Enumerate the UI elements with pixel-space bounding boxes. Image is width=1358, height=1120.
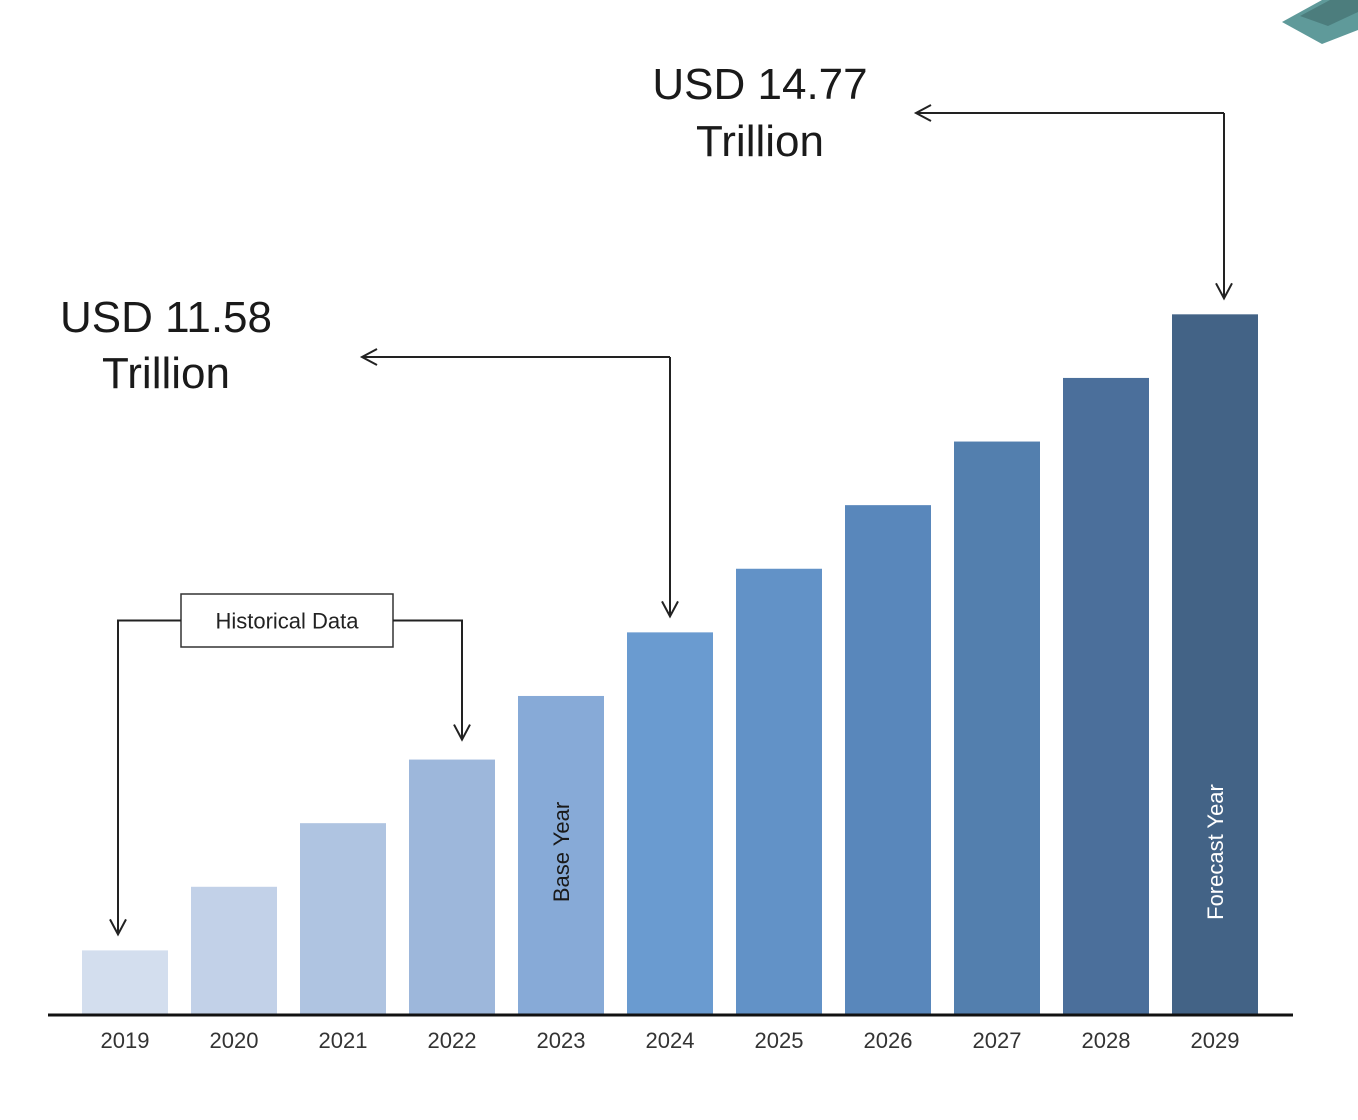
- bars-group: [82, 314, 1258, 1014]
- x-tick-2021: 2021: [319, 1028, 368, 1053]
- x-tick-2023: 2023: [537, 1028, 586, 1053]
- x-tick-2024: 2024: [646, 1028, 695, 1053]
- historical-arrow-end: [393, 619, 471, 742]
- x-tick-2027: 2027: [973, 1028, 1022, 1053]
- bar-2024: [627, 632, 713, 1014]
- bar-label-2023: Base Year: [549, 802, 574, 902]
- x-tick-labels: 2019 2020 2021 2022 2023 2024 2025 2026 2027 2028…: [101, 1028, 1240, 1053]
- x-tick-2019: 2019: [101, 1028, 150, 1053]
- callout-2024: USD 11.58 Trillion: [60, 293, 679, 619]
- callout-2029: USD 14.77 Trillion: [652, 60, 1233, 301]
- x-tick-2028: 2028: [1082, 1028, 1131, 1053]
- bar-2026: [845, 505, 931, 1014]
- bar-2019: [82, 950, 168, 1014]
- bar-2020: [191, 886, 277, 1014]
- bar-2025: [736, 568, 822, 1014]
- historical-data-bracket: Historical Data: [109, 593, 471, 937]
- bar-2028: [1063, 377, 1149, 1014]
- bar-2022: [409, 759, 495, 1014]
- bar-2029: [1172, 314, 1258, 1014]
- bar-label-2029: Forecast Year: [1203, 784, 1228, 920]
- callout-2024-value: USD 11.58: [60, 293, 272, 342]
- historical-data-label: Historical Data: [215, 609, 359, 634]
- x-tick-2029: 2029: [1191, 1028, 1240, 1053]
- callout-2024-unit: Trillion: [102, 349, 230, 398]
- x-tick-2026: 2026: [864, 1028, 913, 1053]
- bar-2027: [954, 441, 1040, 1014]
- x-tick-2020: 2020: [210, 1028, 259, 1053]
- x-tick-2025: 2025: [755, 1028, 804, 1053]
- bar-2023: [518, 695, 604, 1014]
- bar-2021: [300, 823, 386, 1014]
- bar-labels-group: Base Year Forecast Year: [549, 784, 1228, 920]
- x-tick-2022: 2022: [428, 1028, 477, 1053]
- callouts-group: USD 11.58 Trillion USD 14.77 Trillion: [60, 60, 1233, 619]
- historical-arrow-start: [109, 619, 181, 937]
- callout-2029-value: USD 14.77: [652, 60, 867, 109]
- callout-2029-unit: Trillion: [696, 117, 824, 166]
- corner-logo-icon: [1282, 0, 1358, 44]
